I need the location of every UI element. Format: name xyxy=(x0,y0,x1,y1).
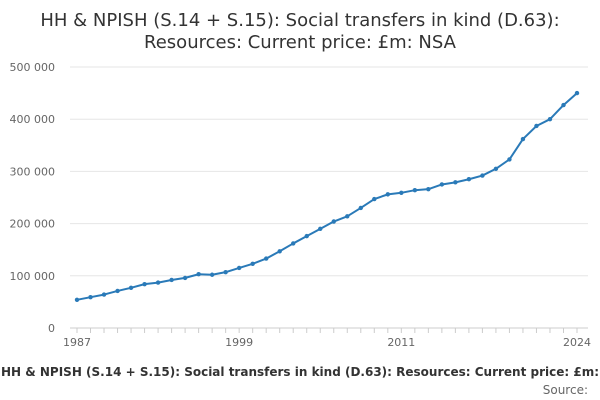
data-point[interactable] xyxy=(520,136,526,142)
data-point[interactable] xyxy=(263,256,269,261)
data-point[interactable] xyxy=(547,117,553,122)
data-point[interactable] xyxy=(453,180,458,185)
data-point[interactable] xyxy=(142,281,147,287)
data-point[interactable] xyxy=(507,157,512,162)
chart-title-line-2: Resources: Current price: £m: NSA xyxy=(144,32,457,53)
y-tick-label: 0 xyxy=(48,322,55,335)
data-point[interactable] xyxy=(304,233,309,239)
data-point[interactable] xyxy=(236,265,242,271)
chart-caption: HH & NPISH (S.14 + S.15): Social transfe… xyxy=(1,365,599,379)
data-point[interactable] xyxy=(169,277,174,283)
data-point[interactable] xyxy=(128,285,134,291)
x-tick-label: 1999 xyxy=(225,336,253,349)
data-point[interactable] xyxy=(250,261,255,266)
data-point[interactable] xyxy=(480,173,485,178)
data-point[interactable] xyxy=(372,196,377,202)
data-point[interactable] xyxy=(385,192,391,197)
data-point[interactable] xyxy=(493,166,499,171)
data-point[interactable] xyxy=(196,272,201,277)
data-point[interactable] xyxy=(412,187,418,193)
data-point[interactable] xyxy=(74,297,80,303)
x-axis: 1987 1999 2011 2024 xyxy=(63,327,591,349)
data-point[interactable] xyxy=(223,269,228,275)
data-point[interactable] xyxy=(115,288,120,294)
data-point[interactable] xyxy=(155,280,161,285)
x-tick-label: 2011 xyxy=(387,336,415,349)
data-point[interactable] xyxy=(574,90,580,96)
data-point[interactable] xyxy=(439,182,445,187)
data-point[interactable] xyxy=(399,190,404,196)
source-label: Source: xyxy=(543,383,588,397)
chart-title-line-1: HH & NPISH (S.14 + S.15): Social transfe… xyxy=(40,10,559,31)
data-point[interactable] xyxy=(318,226,323,232)
data-point[interactable] xyxy=(331,219,336,224)
data-point[interactable] xyxy=(277,249,282,254)
data-point[interactable] xyxy=(466,177,472,182)
y-tick-label: 200 000 xyxy=(10,218,56,231)
y-tick-label: 400 000 xyxy=(10,113,56,126)
data-point[interactable] xyxy=(345,214,350,219)
y-tick-label: 100 000 xyxy=(10,270,56,283)
y-axis-ticks: 0 100 000 200 000 300 000 400 000 500 000 xyxy=(10,61,56,335)
data-point[interactable] xyxy=(291,241,296,246)
data-point[interactable] xyxy=(561,102,566,108)
gridlines xyxy=(70,66,588,277)
data-point[interactable] xyxy=(209,272,215,277)
series-group xyxy=(74,90,580,303)
data-point[interactable] xyxy=(358,205,363,211)
x-tick-label: 2024 xyxy=(563,336,591,349)
data-point[interactable] xyxy=(534,123,539,129)
data-point[interactable] xyxy=(182,275,188,281)
x-tick-label: 1987 xyxy=(63,336,91,349)
y-tick-label: 300 000 xyxy=(10,165,56,178)
data-point[interactable] xyxy=(426,186,431,192)
data-point[interactable] xyxy=(88,295,93,300)
y-tick-label: 500 000 xyxy=(10,61,56,74)
series-line xyxy=(76,92,578,301)
data-point[interactable] xyxy=(101,292,107,297)
